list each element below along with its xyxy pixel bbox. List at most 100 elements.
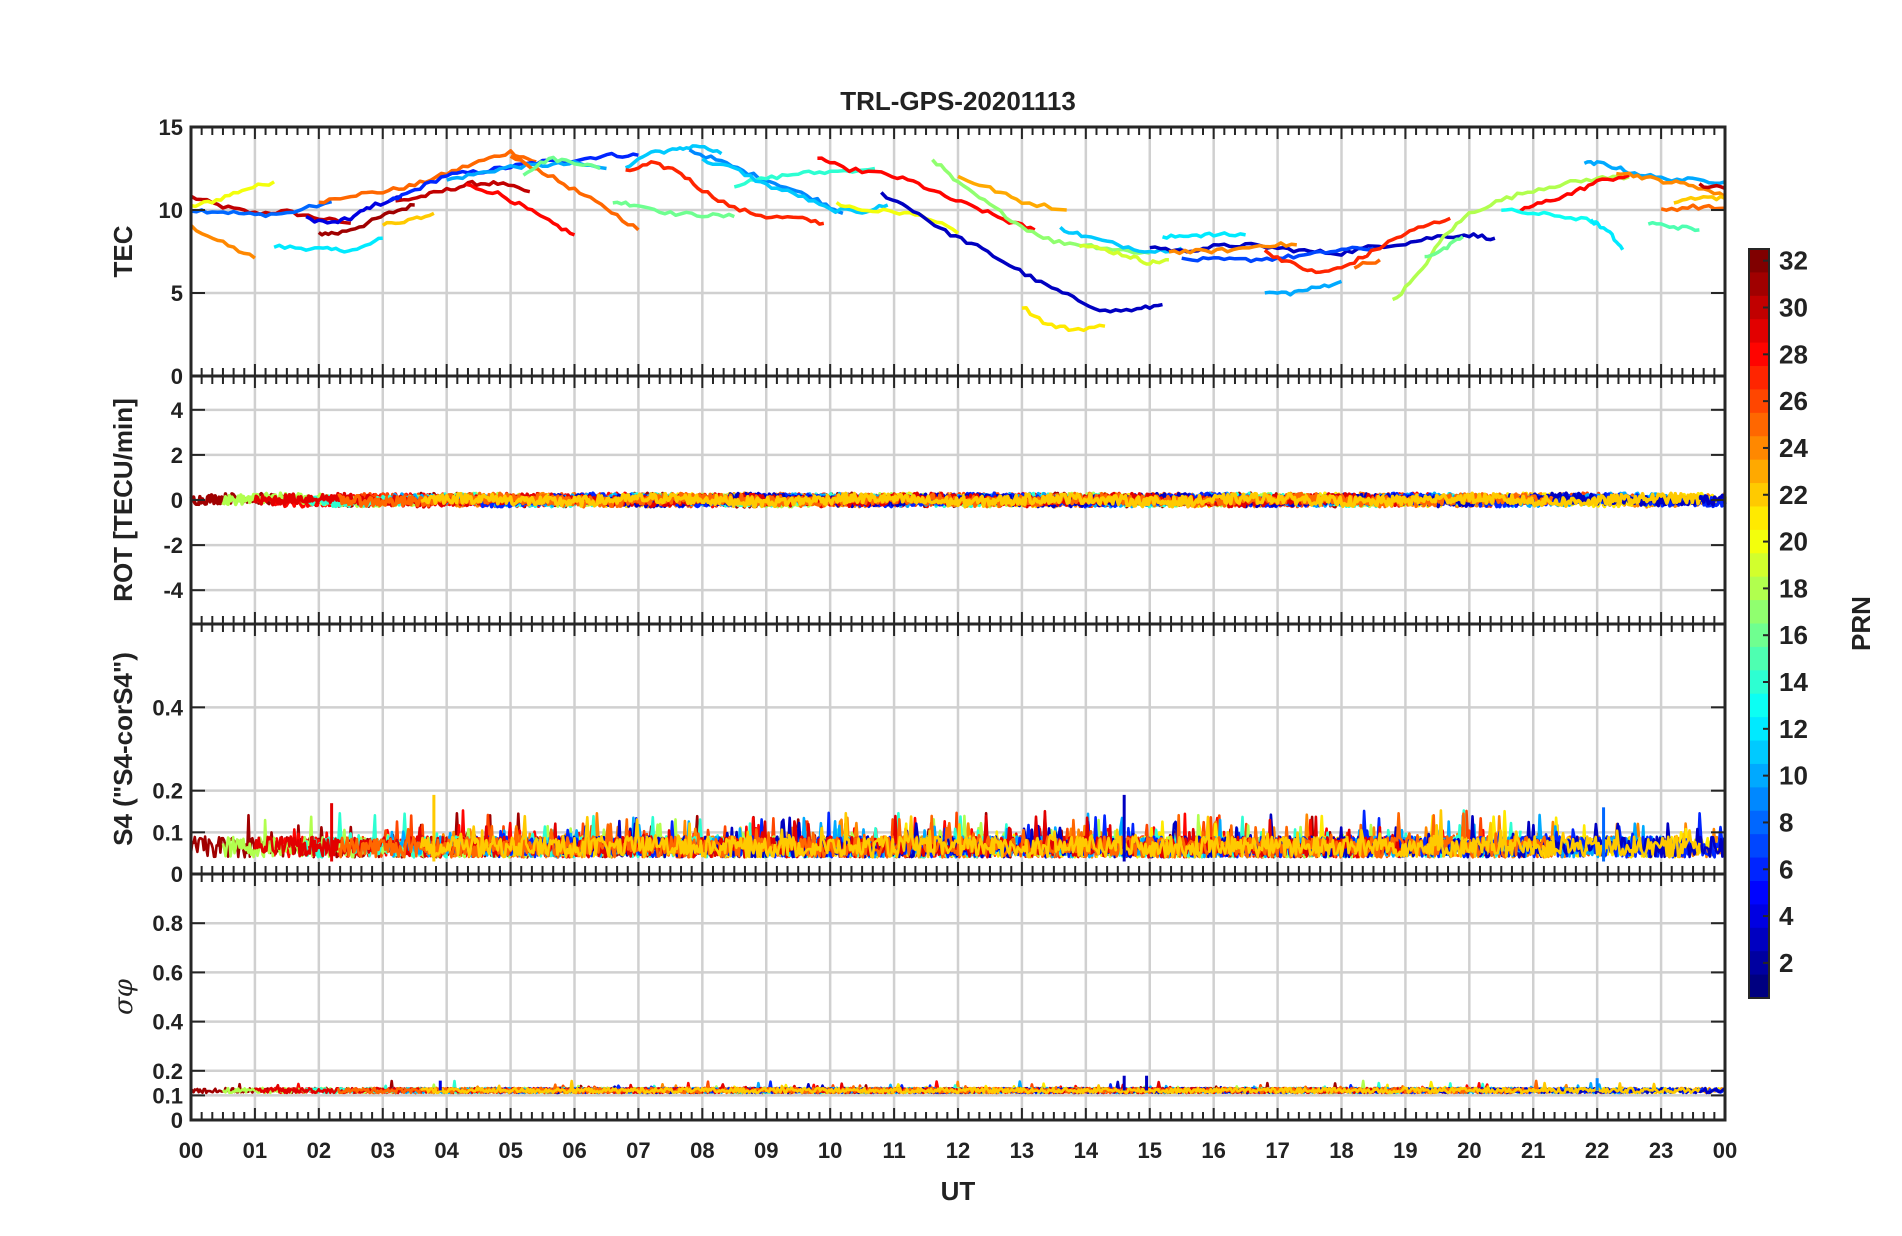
tec-series-prn-25 [1353,258,1381,270]
tec-series-prn-11 [624,144,723,170]
tec-series-prn-13 [1501,207,1598,225]
y-tick-label-sigma-phi: 0 [171,1108,183,1133]
tec-series-prn-12 [1589,218,1625,251]
x-tick-label: 12 [946,1138,970,1163]
colorbar-band [1749,483,1769,508]
tec-series-prn-16 [522,155,601,177]
colorbar-tick-label: 4 [1779,901,1794,931]
colorbar-band [1749,529,1769,554]
x-tick-label: 04 [434,1138,459,1163]
colorbar-tick-label: 2 [1779,948,1793,978]
tec-series-prn-30 [395,179,531,203]
y-tick-label-sigma-phi: 0.4 [152,1010,183,1035]
colorbar-tick-label: 12 [1779,714,1808,744]
colorbar-band [1749,857,1769,882]
colorbar-band [1749,927,1769,952]
tec-series-prn-25 [1660,203,1726,213]
x-tick-label: 11 [882,1138,905,1163]
x-tick-label: 16 [1201,1138,1225,1163]
y-tick-label-tec: 5 [171,281,183,306]
y-tick-label-sigma-phi: 0.8 [152,911,183,936]
colorbar-tick-label: 24 [1779,433,1808,463]
colorbar-tick-label: 10 [1779,761,1808,791]
x-tick-label: 21 [1521,1138,1545,1163]
tec-series-prn-16 [612,200,735,219]
colorbar-band [1749,319,1769,344]
colorbar-band [1749,623,1769,648]
tec-series-prn-10 [1264,279,1343,297]
colorbar-band [1749,670,1769,695]
x-tick-label: 15 [1138,1138,1162,1163]
tec-series-prn-28 [1519,173,1630,213]
colorbar-band [1749,717,1769,742]
colorbar-label: PRN [1846,596,1876,651]
x-tick-label: 06 [562,1138,586,1163]
colorbar-tick-label: 20 [1779,527,1808,557]
colorbar-band [1749,342,1769,367]
tec-series-prn-30 [1698,182,1726,191]
tec-series-prn-17 [931,158,1151,255]
colorbar-tick-label: 6 [1779,854,1793,884]
tec-series-prn-12 [1161,231,1246,240]
colorbar-band [1749,880,1769,905]
colorbar-band [1749,834,1769,859]
s4-series-prn-22 [419,809,1701,859]
x-tick-label: 18 [1329,1138,1353,1163]
panel-s4: 0 0.1 0.2 0.4 S4 ("S4-corS4") [108,622,1727,887]
colorbar-band [1749,249,1769,274]
colorbar-tick-label: 28 [1779,339,1808,369]
x-tick-label: 00 [1713,1138,1737,1163]
colorbar-band [1749,295,1769,320]
tec-series-prn-19 [1078,243,1169,266]
tec-series-prn-22 [381,211,435,227]
tec-series-prn-21 [1021,305,1106,333]
colorbar-tick-label: 32 [1779,246,1808,276]
panel-tec: 0 5 10 15 TEC [108,115,1727,389]
colorbar-band [1749,436,1769,461]
rot-series-prn-22 [420,491,1702,509]
colorbar-band [1749,553,1769,578]
tec-series-prn-28 [465,182,576,237]
panel-rot: -4 -2 0 2 4 ROT [TECU/min] [108,374,1727,626]
x-tick-label: 00 [179,1138,203,1163]
colorbar-tick-label: 22 [1779,480,1808,510]
colorbar-tick-label: 18 [1779,573,1808,603]
sigma-phi-series-prn-22 [420,1079,1701,1095]
tec-series-prn-20 [835,201,960,235]
y-tick-label-rot: 4 [171,398,184,423]
tec-series-prn-24 [189,224,256,260]
x-tick-label: 01 [243,1138,267,1163]
x-tick-label: 08 [690,1138,714,1163]
y-tick-label-s4: 0.1 [152,820,183,845]
tec-series-prn-12 [273,236,383,254]
colorbar-band [1749,576,1769,601]
colorbar-tick-label: 14 [1779,667,1808,697]
x-tick-label: 17 [1265,1138,1289,1163]
colorbar-band [1749,974,1769,999]
tec-series-prn-15 [1647,220,1700,233]
colorbar-tick-label: 16 [1779,620,1808,650]
y-axis-label-rot: ROT [TECU/min] [108,398,138,602]
colorbar-band [1749,646,1769,671]
x-tick-label: 13 [1010,1138,1034,1163]
y-axis-label-tec: TEC [108,225,138,277]
colorbar-band [1749,740,1769,765]
colorbar-band [1749,389,1769,414]
tec-series-prn-24 [1168,241,1297,256]
colorbar-band [1749,506,1769,531]
tec-series-prn-8 [190,200,333,219]
y-tick-label-rot: -2 [163,533,183,558]
tec-series-prn-31 [317,203,415,237]
y-tick-label-rot: -4 [163,578,183,603]
x-tick-label: 02 [307,1138,331,1163]
colorbar-tick-label: 26 [1779,386,1808,416]
x-tick-label: 07 [626,1138,650,1163]
panel-sigma-phi: 00.10.2 0.4 0.6 0.8 σφ [109,872,1727,1133]
tec-series-prn-6 [388,151,639,203]
colorbar-band [1749,763,1769,788]
y-axis-label-sigma-phi: σφ [109,978,139,1015]
colorbar-band [1749,412,1769,437]
x-tick-label: 14 [1074,1138,1099,1163]
